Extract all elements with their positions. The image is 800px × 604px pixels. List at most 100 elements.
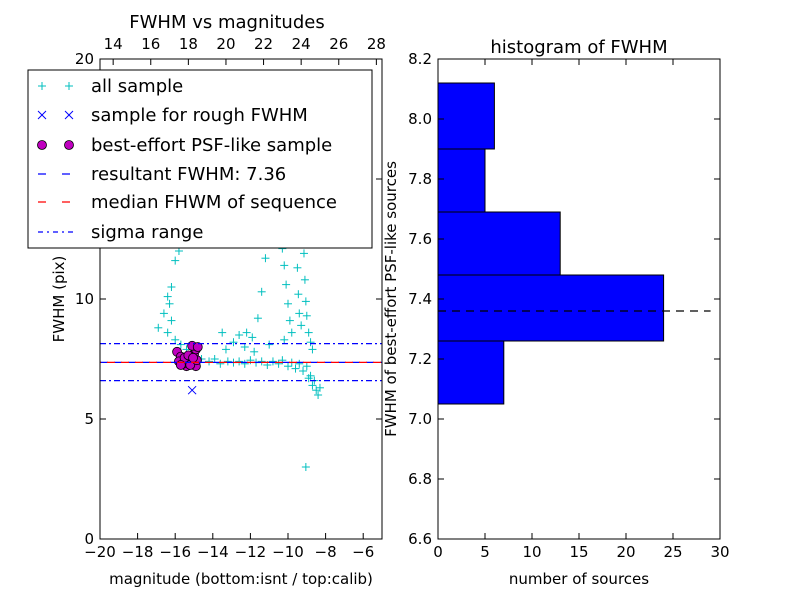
all-sample-point — [294, 290, 303, 299]
all-sample-point — [302, 311, 311, 320]
scatter-ticks: −20 −18 −16 −14 −12 −10 −8 −6 14 16 18 20 22 24 26 28 0 5… — [75, 35, 386, 561]
all-sample-point — [295, 309, 304, 318]
all-sample-point — [304, 328, 313, 337]
all-sample-point — [299, 249, 308, 258]
all-sample-point — [242, 328, 251, 337]
all-sample-point — [293, 263, 302, 272]
all-sample-point — [300, 275, 309, 284]
all-sample-point — [240, 359, 249, 368]
scatter-ylabel: FWHM (pix) — [50, 256, 68, 343]
all-sample-point — [257, 287, 266, 296]
histogram-xtick-label: 20 — [616, 543, 635, 561]
all-sample-point — [250, 347, 259, 356]
scatter-top-tick-label: 16 — [141, 35, 160, 53]
best-sample-point — [188, 352, 198, 363]
all-sample-point — [176, 340, 185, 349]
scatter-xlabel: magnitude (bottom:isnt / top:calib) — [109, 570, 373, 588]
scatter-hlines — [100, 343, 382, 382]
all-sample-point — [265, 340, 274, 349]
all-sample-point — [167, 316, 176, 325]
legend-markers — [37, 82, 74, 233]
all-sample-point — [284, 362, 292, 371]
scatter-top-tick-label: 14 — [104, 35, 123, 53]
histogram-xtick-label: 0 — [433, 543, 443, 561]
all-sample-point — [287, 328, 296, 337]
all-sample-point — [165, 299, 174, 308]
histogram-xtick-label: 25 — [663, 543, 682, 561]
scatter-top-tick-label: 28 — [367, 35, 386, 53]
scatter-ytick-label: 10 — [75, 290, 94, 308]
all-sample-point — [163, 328, 172, 337]
scatter-xtick-label: −18 — [122, 543, 154, 561]
all-sample-point — [159, 309, 168, 318]
all-sample-point — [295, 359, 304, 368]
all-sample-point — [171, 335, 180, 344]
all-sample-point — [240, 343, 249, 351]
all-sample-point — [314, 391, 323, 399]
histogram-ytick-label: 6.8 — [408, 470, 432, 488]
legend-marker-cross — [37, 110, 47, 120]
scatter-ytick-label: 0 — [84, 530, 94, 548]
legend-marker-cross — [64, 110, 74, 120]
histogram-title: histogram of FWHM — [490, 37, 667, 58]
scatter-xtick-label: −14 — [197, 543, 229, 561]
legend-label-median: median FHWM of sequence — [91, 192, 337, 213]
legend-marker-cross-b — [64, 110, 74, 120]
histogram-ytick-label: 7.2 — [408, 350, 432, 368]
scatter-top-tick-label: 20 — [216, 35, 235, 53]
all-sample-point — [253, 314, 262, 323]
legend-label-sigma: sigma range — [91, 222, 203, 243]
scatter-title: FWHM vs magnitudes — [129, 12, 324, 33]
all-sample-point — [210, 355, 219, 363]
all-sample-point — [291, 364, 300, 373]
all-sample-point — [235, 357, 244, 366]
all-sample-point — [216, 359, 225, 368]
histogram-bar — [437, 148, 486, 213]
histogram-xtick-label: 5 — [480, 543, 490, 561]
scatter-xtick-label: −8 — [315, 543, 337, 561]
all-sample-point — [229, 338, 238, 347]
all-sample-point — [285, 316, 294, 325]
all-sample-point — [274, 359, 283, 368]
scatter-xtick-label: −6 — [352, 543, 374, 561]
histogram-bars — [437, 82, 711, 405]
legend-marker-plus — [38, 82, 46, 90]
all-sample-point — [299, 367, 308, 375]
rough-sample-point — [187, 385, 197, 395]
all-sample-point — [171, 256, 180, 265]
all-sample-point — [284, 299, 292, 308]
all-sample-point — [297, 321, 306, 330]
histogram-ytick-label: 7.6 — [408, 230, 432, 248]
legend-box — [27, 69, 373, 249]
all-sample-point — [302, 362, 311, 371]
all-sample-point — [154, 323, 163, 332]
histogram-bar — [437, 340, 505, 405]
all-sample-point — [223, 357, 232, 366]
scatter-ytick-label: 20 — [75, 50, 94, 68]
legend-marker-circle — [64, 140, 74, 150]
scatter-xtick-label: −10 — [272, 543, 304, 561]
legend-label-all-sample: all sample — [91, 76, 183, 97]
all-sample-point — [261, 254, 270, 263]
scatter-xtick-label: −16 — [159, 543, 191, 561]
all-sample-point — [304, 374, 313, 383]
all-sample-point — [167, 283, 176, 291]
all-sample-point — [301, 297, 310, 306]
all-sample-point — [257, 357, 266, 366]
all-sample-point — [301, 463, 310, 471]
scatter-top-tick-label: 24 — [292, 35, 311, 53]
all-sample-point — [268, 357, 277, 366]
histogram-xlabel: number of sources — [509, 570, 649, 588]
histogram-bar — [437, 211, 561, 276]
all-sample-point — [280, 261, 289, 270]
histogram-bar — [437, 274, 665, 342]
scatter-top-tick-label: 18 — [179, 35, 198, 53]
histogram-xtick-label: 10 — [522, 543, 541, 561]
scatter-top-tick-label: 22 — [254, 35, 273, 53]
histogram-ytick-label: 7.8 — [408, 170, 432, 188]
histogram-xtick-label: 15 — [569, 543, 588, 561]
all-sample-point — [306, 338, 315, 347]
all-sample-point — [205, 357, 214, 366]
rough-sample-point-b — [187, 385, 197, 395]
best-sample-point — [192, 342, 203, 352]
